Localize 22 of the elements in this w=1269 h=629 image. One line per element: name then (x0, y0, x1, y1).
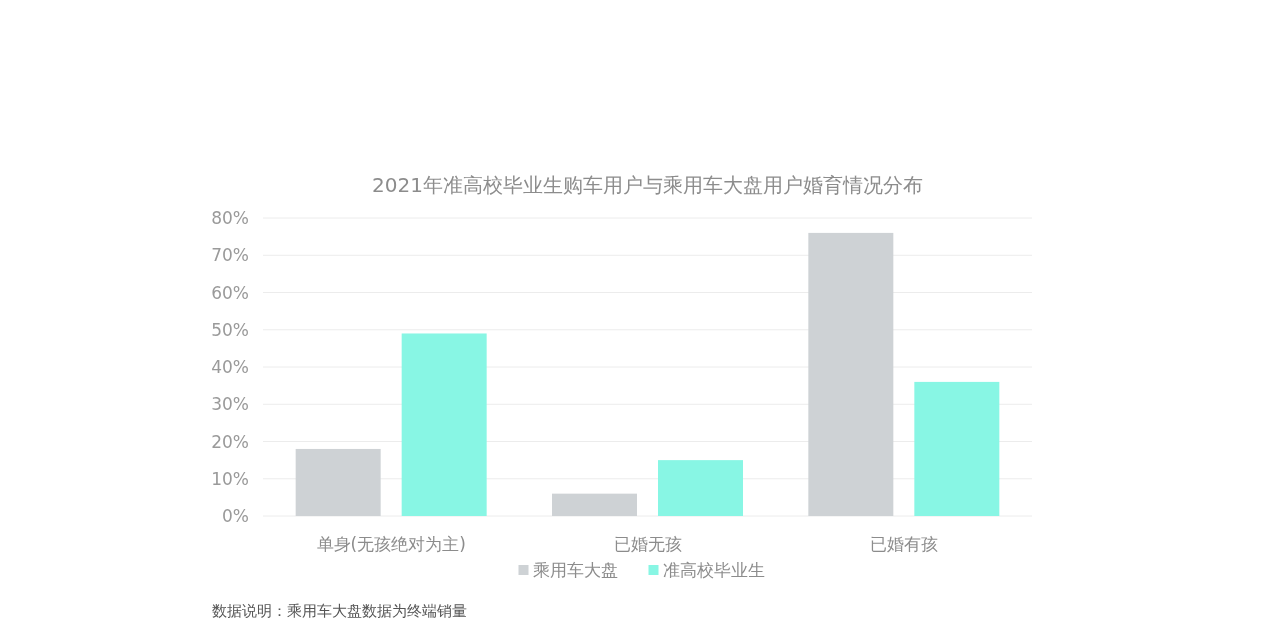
bar (658, 460, 743, 516)
y-tick-label: 40% (211, 357, 249, 377)
y-tick-label: 60% (211, 282, 249, 303)
bar (914, 381, 1000, 516)
bar (808, 232, 894, 516)
y-tick-label: 30% (211, 394, 249, 415)
y-tick-label: 50% (211, 319, 249, 340)
y-tick-label: 10% (211, 468, 249, 489)
x-tick-label: 已婚有孩 (869, 534, 938, 554)
legend-label: 乘用车大盘 (532, 560, 618, 580)
x-tick-label: 单身(无孩绝对为主) (316, 534, 466, 554)
y-tick-label: 0% (222, 506, 249, 526)
legend-label: 准高校毕业生 (662, 560, 765, 580)
y-tick-label: 20% (211, 431, 249, 452)
bar (401, 333, 487, 516)
x-tick-label: 已婚无孩 (613, 534, 682, 554)
bar (295, 448, 381, 516)
y-tick-label: 80% (211, 208, 249, 228)
text: 数据说明：乘用车大盘数据为终端销量 (212, 602, 467, 620)
chart-title: 2021年准高校毕业生购车用户与乘用车大盘用户婚育情况分布 (372, 173, 923, 197)
y-tick-label: 70% (211, 245, 249, 266)
bar (552, 493, 637, 516)
